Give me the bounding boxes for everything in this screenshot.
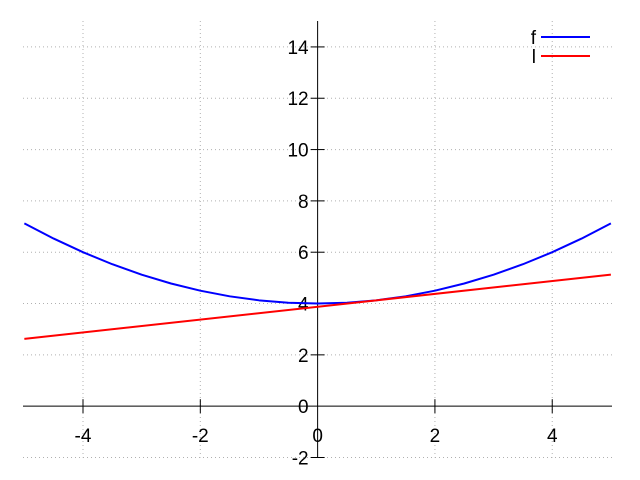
legend-label-f: f xyxy=(531,28,537,49)
y-tick-label: 14 xyxy=(287,38,309,59)
series-l-line xyxy=(24,273,611,340)
x-tick-label: -4 xyxy=(75,426,92,447)
y-tick-label: 2 xyxy=(298,346,309,367)
y-tick-label: 4 xyxy=(298,295,309,316)
y-tick-label: 8 xyxy=(298,192,309,213)
x-tick-label: 0 xyxy=(312,426,323,447)
y-tick-label: 6 xyxy=(298,243,309,264)
y-tick-label: 12 xyxy=(287,89,308,110)
x-tick-label: 2 xyxy=(430,426,441,447)
series-f-line xyxy=(23,222,612,305)
legend-label-l: l xyxy=(532,47,536,68)
y-tick-label: 10 xyxy=(287,141,308,162)
y-tick-label: -2 xyxy=(292,449,309,470)
x-tick-label: -2 xyxy=(192,426,209,447)
x-tick-label: 4 xyxy=(547,426,558,447)
y-tick-label: 0 xyxy=(298,397,309,418)
